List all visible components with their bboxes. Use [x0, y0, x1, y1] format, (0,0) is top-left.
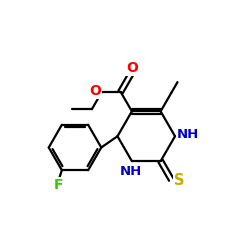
Text: O: O	[89, 84, 101, 98]
Text: S: S	[174, 173, 184, 188]
Text: F: F	[53, 178, 63, 192]
Text: NH: NH	[120, 165, 142, 178]
Text: NH: NH	[177, 128, 199, 141]
Text: O: O	[126, 60, 138, 74]
